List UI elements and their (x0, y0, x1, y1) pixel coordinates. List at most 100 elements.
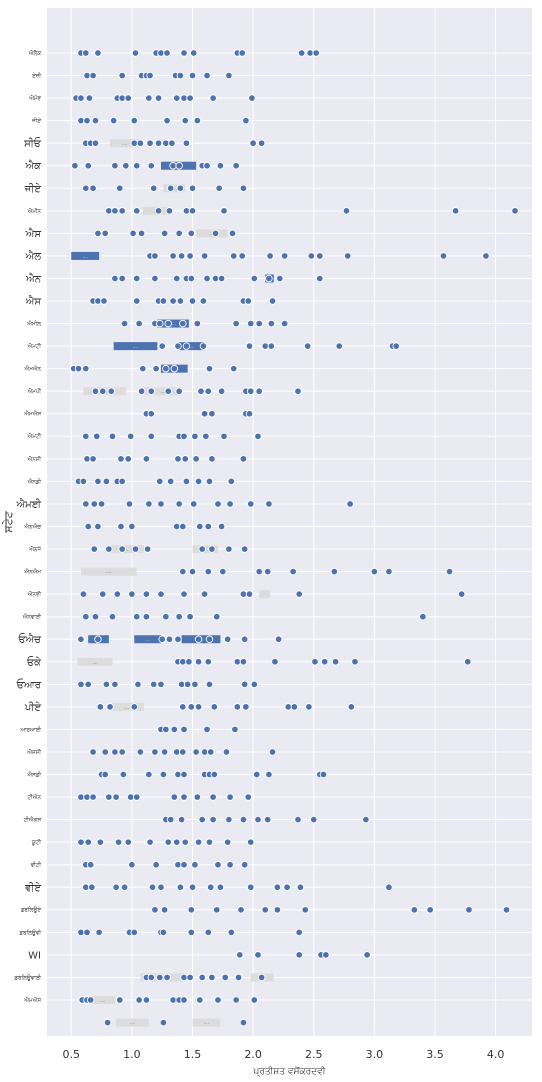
grid (47, 8, 532, 1036)
data-point (199, 342, 208, 350)
data-point (204, 658, 213, 666)
data-point (119, 770, 128, 779)
data-point (179, 658, 187, 666)
data-point (169, 161, 177, 170)
data-point (226, 860, 234, 869)
data-point (294, 815, 302, 824)
data-point (335, 342, 343, 350)
data-point (261, 342, 270, 350)
data-point (226, 500, 234, 508)
data-point (111, 680, 119, 689)
data-point (254, 432, 262, 441)
data-point (130, 139, 139, 147)
data-point (112, 883, 120, 892)
data-point (148, 883, 157, 892)
y-tick-label: ਐਨਐਚ (23, 523, 41, 530)
data-point (174, 770, 182, 779)
data-point (228, 229, 237, 238)
data-point (457, 590, 466, 598)
data-point (164, 838, 172, 846)
data-point (85, 94, 94, 102)
y-tick-label: ਐਮੀਨ (27, 208, 42, 215)
data-point (159, 770, 168, 779)
data-point (265, 274, 273, 283)
data-point (212, 906, 221, 914)
y-tick-label: ਡਬਲਿਊਵੀ (18, 929, 41, 936)
data-point (203, 161, 211, 170)
data-point (192, 748, 200, 756)
data-point (151, 748, 159, 756)
data-point (301, 906, 310, 914)
data-point (200, 252, 209, 260)
data-point (276, 274, 284, 283)
y-axis-label: ਸਟੇਟ (2, 510, 15, 533)
data-point (217, 274, 226, 283)
data-point (95, 928, 103, 937)
data-point (82, 883, 90, 892)
data-point (105, 793, 113, 801)
data-point (124, 455, 132, 463)
data-point (273, 906, 282, 914)
data-point (163, 973, 171, 982)
data-point (174, 635, 182, 643)
y-tick-label: ਓਆਰ (16, 679, 42, 691)
band-label: .... (124, 704, 129, 709)
data-point (347, 703, 356, 711)
data-point (210, 770, 219, 779)
data-point (84, 522, 92, 531)
data-point (295, 928, 303, 937)
data-point (232, 319, 240, 328)
y-tick-label: ਐਮਐਸ (23, 411, 41, 418)
data-point (128, 522, 136, 531)
data-point (83, 71, 91, 80)
data-point (271, 658, 279, 666)
data-point (91, 116, 100, 125)
data-point (186, 94, 194, 102)
data-point (99, 387, 107, 395)
data-point (118, 748, 126, 756)
y-tick-label: ਵੀਏ (24, 882, 41, 894)
data-point (200, 590, 209, 598)
data-point (188, 207, 197, 215)
data-point (166, 477, 175, 486)
data-point (132, 793, 141, 801)
data-point (147, 432, 156, 441)
data-point (84, 161, 92, 170)
data-point (132, 161, 141, 170)
y-tick-label: ਐਨਡੀ (27, 478, 42, 485)
data-point (193, 793, 202, 801)
data-point (175, 387, 183, 395)
band-label: .... (130, 1020, 135, 1025)
data-point (232, 996, 240, 1004)
data-point (290, 703, 299, 711)
data-point (90, 500, 99, 508)
data-point (242, 116, 250, 125)
data-point (198, 973, 206, 982)
data-point (83, 793, 91, 801)
data-point (250, 996, 259, 1004)
highlight-band (144, 387, 182, 396)
data-point (101, 748, 109, 756)
data-point (145, 770, 153, 779)
data-point (117, 522, 125, 531)
y-tick-label: ਐਮਐਸ (23, 997, 41, 1004)
data-point (214, 500, 222, 508)
data-point (255, 319, 263, 328)
data-point (157, 500, 165, 508)
data-point (297, 49, 306, 57)
x-tick-label: 2.5 (305, 1048, 323, 1061)
y-tick-label: ਐਮੀਲ (26, 320, 41, 327)
data-point (151, 252, 159, 260)
data-point (244, 793, 253, 801)
data-point (249, 139, 257, 147)
data-point (203, 725, 211, 734)
data-point (245, 590, 254, 598)
data-point (100, 297, 108, 305)
data-point (181, 455, 189, 463)
data-point (267, 319, 276, 328)
data-point (392, 342, 400, 350)
data-point (176, 297, 185, 305)
data-point (176, 71, 185, 80)
data-point (196, 996, 204, 1004)
data-point (204, 387, 213, 395)
